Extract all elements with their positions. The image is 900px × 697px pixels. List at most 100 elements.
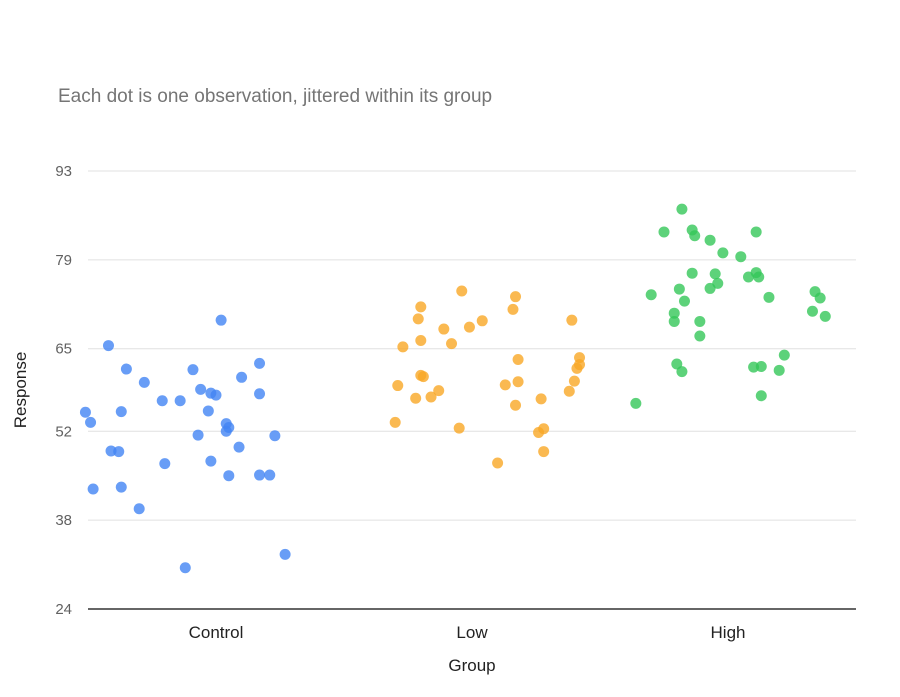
data-point — [492, 457, 504, 469]
data-point — [676, 366, 688, 378]
data-point — [195, 383, 207, 395]
data-point — [694, 315, 706, 327]
data-point — [510, 291, 522, 303]
data-point — [694, 330, 706, 342]
data-point — [425, 391, 437, 403]
data-point — [254, 388, 266, 400]
data-point — [417, 371, 429, 383]
data-point — [678, 295, 690, 307]
data-point — [138, 376, 150, 388]
data-point — [102, 340, 114, 352]
chart-subtitle: Each dot is one observation, jittered wi… — [58, 86, 492, 107]
data-point — [179, 562, 191, 574]
data-point — [512, 376, 524, 388]
data-point — [763, 291, 775, 303]
data-point — [397, 341, 409, 353]
data-point — [630, 397, 642, 409]
data-point — [709, 268, 721, 280]
data-point — [806, 305, 818, 317]
data-point — [704, 282, 716, 294]
data-point — [210, 389, 222, 401]
data-point — [750, 226, 762, 238]
data-point — [753, 271, 765, 283]
data-point — [187, 364, 199, 376]
data-point — [742, 271, 754, 283]
data-point — [463, 321, 475, 333]
y-tick-label: 38 — [55, 512, 72, 529]
data-point — [755, 390, 767, 402]
data-point — [113, 446, 125, 458]
data-point — [192, 429, 204, 441]
data-point — [453, 422, 465, 434]
data-point — [673, 283, 685, 295]
data-point — [415, 301, 427, 313]
data-point — [79, 406, 91, 418]
data-point — [735, 251, 747, 263]
data-point — [566, 314, 578, 326]
data-point — [568, 375, 580, 387]
data-point — [174, 395, 186, 407]
data-point — [704, 234, 716, 246]
data-points — [79, 203, 831, 574]
x-tick-label: Control — [189, 623, 244, 642]
data-point — [773, 364, 785, 376]
data-point — [574, 359, 586, 371]
data-point — [115, 481, 127, 493]
data-point — [279, 548, 291, 560]
data-point — [159, 458, 171, 470]
x-tick-label: High — [711, 623, 746, 642]
data-point — [133, 503, 145, 515]
data-point — [410, 392, 422, 404]
data-point — [689, 230, 701, 242]
data-point — [85, 416, 97, 428]
data-point — [215, 314, 227, 326]
data-point — [755, 361, 767, 373]
data-point — [254, 469, 266, 481]
data-point — [668, 307, 680, 319]
data-point — [269, 430, 281, 442]
data-point — [563, 385, 575, 397]
data-point — [223, 470, 235, 482]
data-point — [686, 267, 698, 279]
data-point — [814, 292, 826, 304]
y-axis-ticks: 24 38 52 65 79 93 — [55, 163, 72, 618]
data-point — [533, 427, 545, 439]
y-tick-label: 93 — [55, 163, 72, 180]
y-tick-label: 52 — [55, 423, 72, 440]
data-point — [510, 399, 522, 411]
data-point — [87, 483, 99, 495]
y-axis-title: Response — [11, 352, 30, 429]
gridlines — [88, 170, 856, 521]
data-point — [202, 405, 214, 417]
data-point — [658, 226, 670, 238]
data-point — [220, 425, 232, 437]
data-point — [392, 380, 404, 392]
x-axis-ticks: Control Low High — [189, 623, 746, 642]
data-point — [233, 441, 245, 453]
data-point — [446, 338, 458, 350]
data-point — [115, 406, 127, 418]
data-point — [438, 323, 450, 335]
data-point — [676, 203, 688, 215]
data-point — [717, 247, 729, 259]
data-point — [819, 310, 831, 322]
data-point — [512, 354, 524, 366]
data-point — [205, 455, 217, 467]
x-tick-label: Low — [456, 623, 488, 642]
data-point — [476, 315, 488, 327]
data-point — [412, 313, 424, 325]
data-point — [120, 363, 132, 375]
data-point — [156, 395, 168, 407]
data-point — [433, 385, 445, 397]
data-point — [499, 379, 511, 391]
data-point — [456, 285, 468, 297]
data-point — [254, 357, 266, 369]
data-point — [645, 289, 657, 301]
data-point — [535, 393, 547, 405]
y-tick-label: 79 — [55, 252, 72, 269]
data-point — [507, 303, 519, 315]
data-point — [389, 416, 401, 428]
data-point — [668, 315, 680, 327]
data-point — [538, 446, 550, 458]
